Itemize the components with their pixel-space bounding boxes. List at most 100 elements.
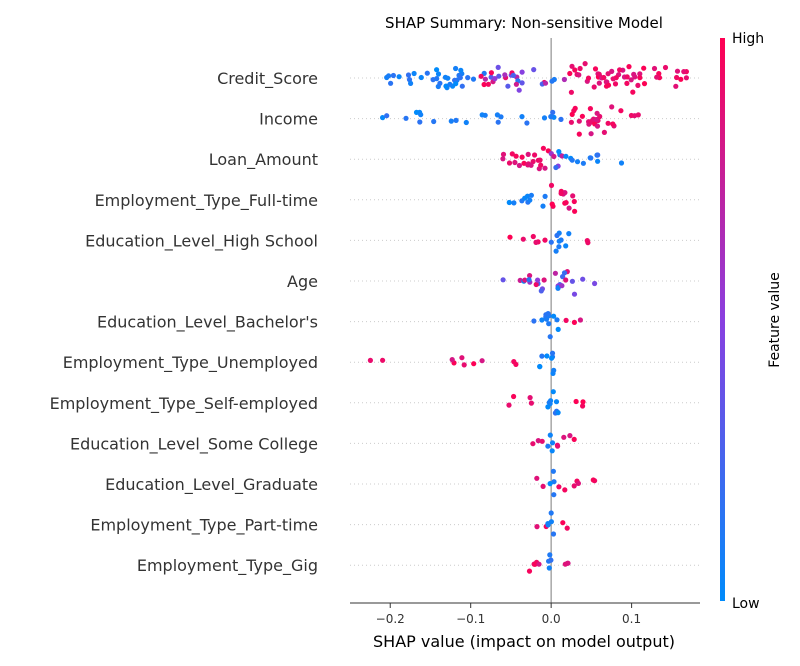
- shap-point: [628, 112, 635, 119]
- shap-point: [577, 317, 584, 323]
- shap-point: [674, 74, 680, 81]
- shap-point: [628, 77, 634, 83]
- colorbar-title: Feature value: [767, 272, 783, 368]
- shap-point: [500, 156, 506, 162]
- shap-point: [605, 120, 611, 126]
- shap-point: [574, 159, 581, 165]
- shap-point: [534, 524, 540, 530]
- shap-point: [566, 231, 572, 237]
- shap-point: [544, 353, 550, 359]
- shap-point: [545, 404, 551, 410]
- shap-point: [443, 83, 449, 89]
- shap-point: [531, 67, 537, 73]
- shap-point: [560, 520, 566, 526]
- shap-point: [584, 238, 590, 244]
- shap-point: [403, 115, 409, 121]
- shap-point: [568, 89, 575, 95]
- shap-point: [550, 468, 557, 474]
- shap-point: [569, 157, 575, 163]
- shap-point: [551, 313, 557, 319]
- shap-point: [547, 481, 553, 487]
- shap-point: [367, 357, 373, 363]
- shap-point: [551, 367, 557, 373]
- shap-point: [681, 69, 687, 75]
- shap-point: [535, 157, 541, 163]
- feature-label: Employment_Type_Self-employed: [50, 394, 318, 414]
- shap-point: [470, 76, 477, 82]
- shap-point: [626, 64, 632, 70]
- shap-point: [624, 74, 630, 80]
- shap-point: [545, 311, 551, 317]
- shap-point: [674, 68, 681, 74]
- shap-point: [471, 361, 477, 367]
- shap-point: [495, 119, 501, 125]
- shap-point: [390, 72, 396, 79]
- shap-point: [580, 276, 586, 282]
- shap-point: [500, 151, 507, 157]
- feature-label: Education_Level_High School: [85, 231, 318, 251]
- shap-point: [541, 277, 547, 283]
- shap-point: [571, 319, 578, 325]
- shap-point: [539, 438, 545, 444]
- feature-label: Employment_Type_Full-time: [95, 191, 318, 211]
- shap-point: [530, 233, 536, 240]
- feature-label: Education_Level_Bachelor's: [97, 313, 318, 333]
- chart-title: SHAP Summary: Non-sensitive Model: [385, 14, 663, 32]
- shap-point: [540, 483, 546, 489]
- shap-point: [447, 81, 453, 87]
- shap-point: [545, 443, 551, 449]
- shap-point: [588, 155, 594, 161]
- shap-point: [542, 165, 548, 171]
- shap-point: [384, 113, 390, 119]
- shap-point: [593, 116, 600, 123]
- shap-point: [551, 479, 557, 485]
- shap-point: [413, 109, 420, 115]
- x-tick-label: 0.1: [622, 612, 641, 626]
- shap-point: [573, 398, 579, 405]
- shap-point: [563, 200, 569, 206]
- shap-point: [507, 234, 513, 240]
- shap-point: [571, 436, 577, 442]
- shap-point: [563, 153, 569, 159]
- shap-point: [549, 440, 556, 446]
- shap-point: [641, 65, 647, 71]
- shap-point: [548, 182, 555, 188]
- shap-point: [561, 270, 568, 276]
- shap-point: [580, 403, 586, 409]
- shap-point: [569, 111, 575, 117]
- shap-point: [549, 201, 555, 207]
- shap-point: [549, 78, 555, 84]
- shap-point: [568, 119, 575, 125]
- shap-point: [386, 73, 392, 79]
- shap-point: [563, 317, 569, 323]
- shap-points: [367, 61, 690, 574]
- shap-point: [506, 199, 512, 206]
- shap-point: [535, 277, 541, 283]
- feature-label: Loan_Amount: [209, 150, 318, 170]
- shap-point: [558, 116, 564, 122]
- shap-point: [527, 395, 533, 401]
- feature-label: Employment_Type_Gig: [137, 556, 318, 576]
- feature-label: Education_Level_Some College: [70, 434, 318, 454]
- shap-point: [612, 81, 619, 87]
- feature-label: Employment_Type_Part-time: [90, 516, 318, 536]
- shap-point: [533, 239, 539, 245]
- x-tick-label: −0.2: [376, 612, 405, 626]
- shap-point: [550, 531, 557, 537]
- shap-point: [479, 358, 485, 364]
- feature-label: Employment_Type_Unemployed: [63, 353, 318, 373]
- shap-point: [524, 120, 530, 126]
- shap-point: [594, 110, 600, 116]
- shap-point: [610, 76, 616, 82]
- shap-point: [527, 273, 533, 279]
- shap-point: [457, 75, 463, 81]
- shap-point: [548, 510, 554, 516]
- shap-point: [463, 119, 469, 126]
- shap-point: [559, 283, 565, 289]
- x-tick-label: 0.0: [542, 612, 561, 626]
- shap-point: [534, 475, 540, 481]
- shap-point: [553, 399, 560, 405]
- shap-point: [594, 123, 601, 129]
- shap-point: [678, 76, 684, 82]
